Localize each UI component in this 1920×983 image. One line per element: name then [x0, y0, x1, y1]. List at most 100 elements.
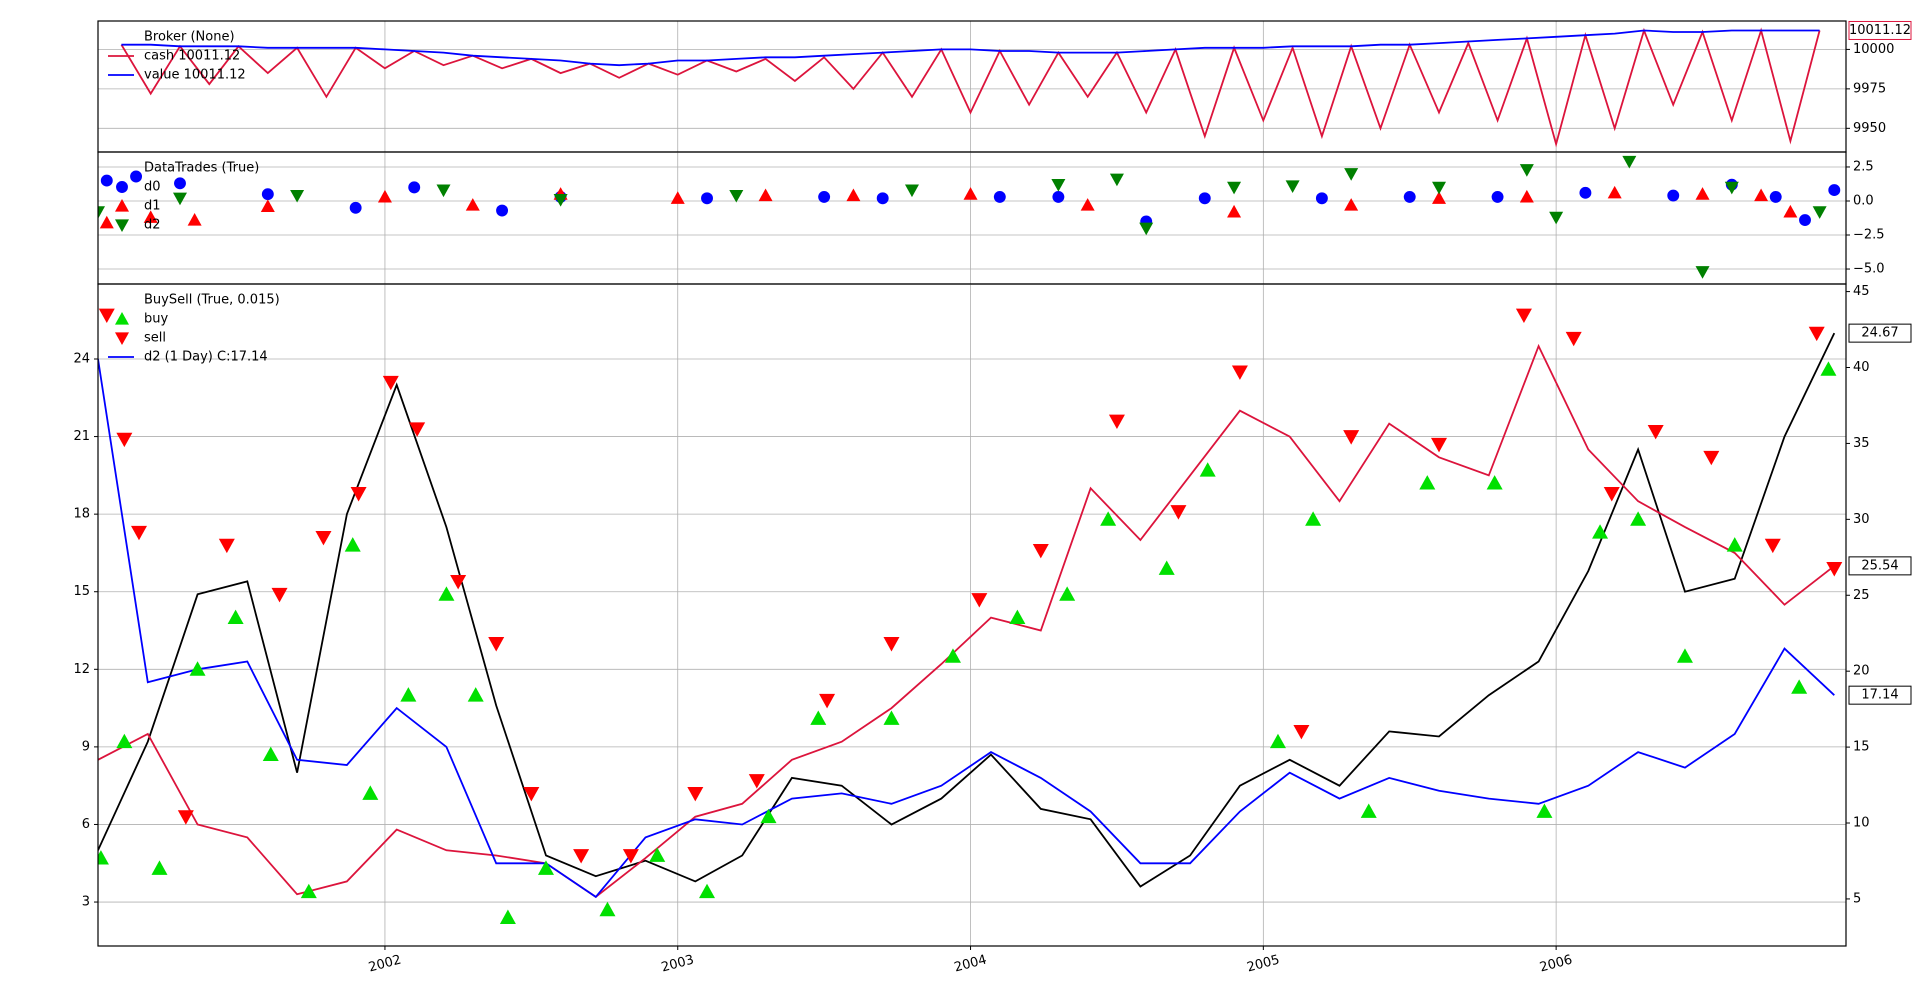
marker — [883, 710, 900, 725]
marker — [687, 787, 704, 802]
marker — [1726, 537, 1743, 552]
marker — [100, 174, 113, 187]
marker — [1285, 180, 1300, 194]
marker — [116, 733, 133, 749]
marker — [315, 531, 332, 546]
marker — [1108, 414, 1125, 430]
marker — [1199, 462, 1216, 477]
plot-area — [98, 308, 1843, 924]
marker — [904, 184, 919, 198]
marker — [496, 204, 509, 217]
marker — [189, 661, 206, 676]
value-tag: 24.67 — [1861, 326, 1898, 341]
marker — [499, 909, 516, 924]
marker — [1032, 543, 1049, 559]
marker — [1231, 365, 1248, 380]
marker — [1549, 211, 1564, 225]
marker — [400, 687, 417, 702]
marker — [1579, 186, 1592, 199]
marker — [846, 188, 861, 202]
legend-marker — [115, 219, 129, 232]
marker — [262, 746, 279, 762]
x-tick-label: 2002 — [367, 952, 403, 975]
marker — [467, 687, 484, 702]
marker — [1519, 164, 1534, 177]
legend-marker — [115, 312, 129, 325]
marker — [260, 199, 275, 213]
panel-frame — [97, 283, 1847, 947]
value-tag-box — [1848, 556, 1912, 576]
marker — [944, 648, 961, 663]
marker — [649, 847, 666, 862]
marker — [993, 190, 1006, 203]
y-tick-label: 9 — [82, 739, 90, 754]
marker — [1820, 361, 1837, 376]
series-line — [98, 343, 1835, 899]
marker — [1630, 511, 1647, 526]
marker — [758, 188, 773, 202]
legend-label: sell — [144, 331, 166, 346]
marker — [436, 184, 451, 198]
marker — [1812, 206, 1827, 219]
marker — [1052, 190, 1065, 203]
y2-tick-label: 10 — [1853, 816, 1870, 831]
legend-label: d0 — [144, 180, 161, 195]
marker — [1100, 511, 1117, 526]
legend-label: cash 10011.12 — [144, 49, 240, 64]
marker — [1754, 188, 1769, 202]
marker — [1486, 475, 1503, 490]
marker — [1344, 168, 1359, 181]
marker — [1791, 679, 1808, 694]
marker — [1293, 724, 1310, 740]
marker — [1059, 586, 1076, 601]
y-tick-label: 9950 — [1853, 121, 1886, 136]
value-tag: 10011.12 — [1849, 23, 1911, 38]
marker — [1519, 189, 1534, 203]
marker — [1431, 437, 1448, 453]
y-tick-label: 10000 — [1853, 42, 1894, 57]
marker — [699, 883, 716, 899]
y-tick-label: 24 — [73, 351, 90, 366]
plot-area — [98, 155, 1841, 279]
marker — [409, 422, 426, 437]
marker — [553, 194, 568, 207]
y2-tick-label: 25 — [1853, 588, 1870, 603]
marker — [883, 637, 900, 652]
x-tick-label: 2003 — [660, 952, 696, 975]
x-tick-label: 2005 — [1245, 952, 1281, 975]
marker — [1783, 204, 1798, 218]
y-tick-label: 15 — [73, 584, 90, 599]
y2-tick-label: 40 — [1853, 360, 1870, 375]
legend-label: d2 — [144, 218, 161, 233]
y2-tick-label: 30 — [1853, 512, 1870, 527]
marker — [261, 188, 274, 201]
marker — [537, 860, 554, 875]
marker — [98, 308, 115, 324]
marker — [1170, 505, 1187, 520]
marker — [349, 201, 362, 214]
marker — [1536, 803, 1553, 818]
marker — [362, 785, 379, 800]
marker — [963, 187, 978, 200]
value-tag: 25.54 — [1861, 558, 1898, 573]
marker — [1808, 326, 1825, 342]
marker — [1109, 173, 1124, 187]
marker — [187, 213, 202, 226]
y2-tick-label: 15 — [1853, 740, 1870, 755]
marker — [344, 537, 361, 552]
y-tick-label: 3 — [82, 895, 90, 910]
marker — [408, 181, 421, 194]
series-line — [98, 332, 1836, 888]
y2-tick-label: 35 — [1853, 436, 1870, 451]
marker — [438, 586, 455, 601]
legend-label: d2 (1 Day) C:17.14 — [144, 350, 268, 365]
marker — [523, 787, 540, 802]
plot-area — [120, 27, 1821, 148]
marker — [670, 191, 685, 204]
marker — [450, 574, 467, 590]
series-line — [120, 27, 1821, 148]
marker — [1403, 190, 1416, 203]
marker — [1269, 733, 1286, 749]
marker — [290, 189, 305, 203]
